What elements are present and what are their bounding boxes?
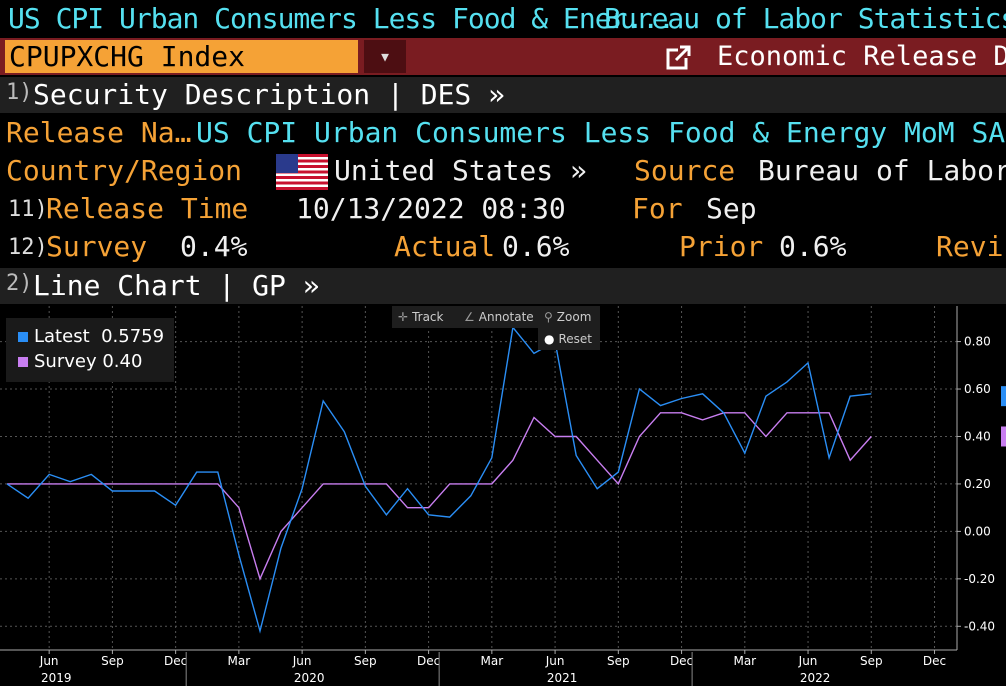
release-time-row[interactable]: 11) Release Time 10/13/2022 08:30 For Se… (0, 191, 1006, 229)
survey-value: 0.4% (180, 230, 248, 263)
x-tick-label: Jun (798, 654, 818, 668)
crosshair-icon: ✛ (398, 310, 409, 324)
x-tick-label: Dec (670, 654, 693, 668)
for-label: For (632, 192, 683, 225)
track-button[interactable]: ✛ Track (392, 306, 458, 328)
y-tick-label: 0.00 (964, 524, 991, 538)
annotate-label: Annotate (478, 310, 534, 324)
y-tick-label: -0.20 (964, 572, 995, 586)
release-time-label: Release Time (46, 192, 249, 225)
reset-label: Reset (558, 332, 593, 346)
x-tick-label: Jun (292, 654, 312, 668)
chart-legend: Latest 0.5759 Survey 0.40 (6, 318, 174, 382)
legend-survey[interactable]: Survey 0.40 (18, 351, 142, 372)
x-year-label: 2022 (800, 671, 831, 685)
section-number: 2) (6, 271, 33, 296)
chart-canvas[interactable]: 0.80 0.60 0.40 0.20 0.00 -0.20 -0.40 Jun Sep Dec M… (0, 306, 1006, 686)
legend-latest[interactable]: Latest 0.5759 (18, 326, 164, 347)
section-line-chart[interactable]: 2) Line Chart | GP » (0, 268, 1006, 304)
release-name-link[interactable]: US CPI Urban Consumers Less Food & Energ… (196, 116, 1006, 149)
release-time-value: 10/13/2022 08:30 (296, 192, 566, 225)
source-label: Source (634, 154, 736, 187)
series-end-marker (1001, 386, 1006, 407)
country-label: Country/Region (6, 154, 243, 187)
country-row: Country/Region United States » Source Bu… (0, 153, 1006, 191)
us-flag-icon (276, 154, 328, 190)
ticker-dropdown-button[interactable]: ▾ (364, 40, 406, 73)
y-tick-label: 0.80 (964, 335, 991, 349)
latest-swatch-icon (18, 332, 28, 342)
y-tick-label: 0.40 (964, 429, 991, 443)
x-year-label: 2019 (41, 671, 72, 685)
release-name-label: Release Na… (6, 116, 192, 149)
survey-label: Survey (46, 230, 148, 263)
field-number: 12) (8, 235, 48, 260)
pencil-icon: ∠ (464, 310, 475, 324)
legend-latest-label: Latest (34, 326, 90, 347)
series-line-latest (6, 325, 872, 634)
series-line-survey (7, 412, 872, 581)
y-tick-label: -0.40 (964, 619, 995, 633)
x-year-label: 2021 (547, 671, 578, 685)
x-tick-label: Mar (481, 654, 504, 668)
title-bar: US CPI Urban Consumers Less Food & Ener.… (0, 0, 1006, 38)
reset-dot-icon: ● (544, 332, 555, 346)
ticker-bar: CPUPXCHG Index ▾ Economic Release Det (0, 38, 1006, 75)
ticker-input[interactable]: CPUPXCHG Index (5, 40, 358, 73)
series-end-marker (1001, 426, 1006, 447)
x-tick-label: Mar (228, 654, 251, 668)
legend-survey-label: Survey (34, 351, 97, 372)
zoom-label: Zoom (556, 310, 592, 324)
prior-label: Prior (679, 230, 764, 263)
survey-row[interactable]: 12) Survey 0.4% Actual 0.6% Prior 0.6% R… (0, 229, 1006, 267)
x-tick-label: Sep (101, 654, 124, 668)
y-tick-label: 0.20 (964, 477, 991, 491)
x-tick-label: Dec (417, 654, 440, 668)
zoom-button[interactable]: ⚲ Zoom (538, 306, 600, 328)
source-value: Bureau of Labor S (758, 154, 1006, 187)
x-tick-label: Sep (354, 654, 377, 668)
y-tick-label: 0.60 (964, 382, 991, 396)
section-number: 1) (6, 80, 33, 105)
legend-survey-value: 0.40 (102, 351, 143, 372)
security-title: US CPI Urban Consumers Less Food & Ener.… (8, 2, 675, 35)
for-value: Sep (706, 192, 757, 225)
x-tick-label: Jun (39, 654, 59, 668)
revised-label: Revis (936, 230, 1006, 263)
section-security-description[interactable]: 1) Security Description | DES » (0, 77, 1006, 113)
x-tick-label: Sep (860, 654, 883, 668)
field-number: 11) (8, 197, 48, 222)
source-title: Bureau of Labor Statistics (604, 2, 1006, 35)
external-link-icon[interactable] (666, 44, 692, 70)
track-label: Track (412, 310, 444, 324)
magnifier-icon: ⚲ (544, 310, 553, 324)
release-name-row: Release Na… US CPI Urban Consumers Less … (0, 115, 1006, 153)
annotate-button[interactable]: ∠ Annotate (458, 306, 538, 328)
legend-latest-value: 0.5759 (101, 326, 165, 347)
section-title: Security Description | DES » (33, 78, 506, 111)
section-title: Line Chart | GP » (33, 269, 320, 302)
prior-value: 0.6% (779, 230, 847, 263)
x-tick-label: Dec (923, 654, 946, 668)
reset-button[interactable]: ● Reset (538, 328, 600, 350)
x-tick-label: Dec (164, 654, 187, 668)
actual-value: 0.6% (502, 230, 570, 263)
chevron-down-icon: ▾ (378, 44, 392, 68)
x-tick-label: Mar (733, 654, 756, 668)
line-chart[interactable]: 0.80 0.60 0.40 0.20 0.00 -0.20 -0.40 Jun Sep Dec M… (0, 306, 1006, 686)
country-link[interactable]: United States » (334, 154, 587, 187)
x-year-label: 2020 (294, 671, 325, 685)
actual-label: Actual (394, 230, 496, 263)
function-label: Economic Release Det (717, 41, 1006, 72)
survey-swatch-icon (18, 357, 28, 367)
x-tick-label: Sep (607, 654, 630, 668)
x-tick-label: Jun (545, 654, 565, 668)
